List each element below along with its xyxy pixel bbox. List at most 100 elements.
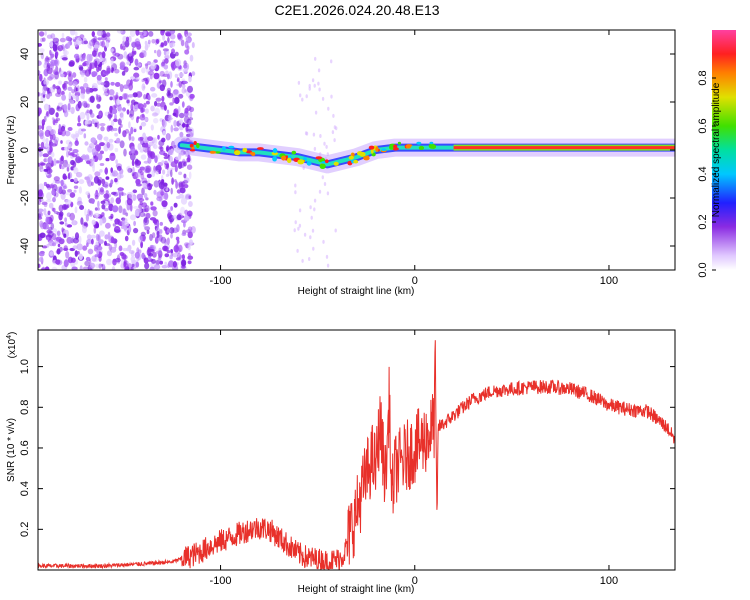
noise-blob	[161, 200, 168, 208]
noise-blob	[75, 171, 83, 178]
noise-blob	[77, 158, 84, 163]
noise-blob	[152, 112, 159, 116]
noise-blob	[82, 54, 86, 61]
noise-blob	[122, 40, 125, 46]
noise-blob	[53, 176, 60, 182]
trace-blob	[325, 159, 329, 164]
noise-blob	[65, 199, 72, 205]
noise-blob	[85, 86, 91, 95]
noise-blob	[314, 56, 317, 61]
noise-blob	[141, 182, 148, 187]
noise-blob	[55, 112, 59, 118]
noise-blob	[87, 66, 92, 72]
noise-blob	[62, 83, 66, 89]
noise-blob	[187, 37, 192, 44]
noise-blob	[130, 79, 133, 86]
noise-blob	[330, 59, 333, 64]
noise-blob	[53, 158, 57, 166]
noise-blob	[76, 200, 83, 206]
noise-blob	[55, 236, 62, 242]
noise-blob	[107, 231, 111, 239]
trace-blob	[281, 155, 287, 161]
noise-blob	[43, 208, 47, 216]
noise-blob	[162, 130, 166, 136]
noise-blob	[73, 189, 77, 193]
noise-blob	[331, 130, 335, 135]
noise-blob	[149, 151, 156, 160]
noise-blob	[90, 137, 97, 144]
noise-blob	[139, 201, 143, 206]
noise-blob	[122, 35, 127, 42]
trace-blob	[315, 156, 323, 160]
noise-blob	[139, 234, 146, 242]
noise-blob	[297, 80, 301, 85]
noise-blob	[49, 129, 56, 136]
trace-blob	[257, 147, 264, 150]
noise-blob	[135, 91, 143, 98]
noise-blob	[182, 122, 186, 128]
noise-blob	[184, 49, 190, 55]
noise-blob	[180, 39, 185, 47]
noise-blob	[155, 250, 162, 255]
noise-blob	[116, 30, 123, 34]
noise-blob	[112, 205, 119, 213]
noise-blob	[159, 146, 164, 152]
noise-blob	[153, 264, 161, 270]
trace-blob	[375, 146, 379, 152]
noise-blob	[101, 51, 106, 59]
noise-blob	[119, 173, 124, 179]
noise-blob	[167, 117, 173, 121]
noise-blob	[66, 164, 70, 168]
noise-blob	[80, 93, 85, 99]
noise-blob	[308, 257, 311, 261]
colorbar-gradient	[712, 30, 736, 270]
noise-blob	[319, 134, 322, 138]
noise-blob	[77, 100, 82, 109]
noise-blob	[49, 214, 54, 222]
noise-blob	[122, 84, 130, 89]
noise-blob	[161, 95, 165, 102]
noise-blob	[70, 159, 75, 166]
noise-blob	[170, 206, 174, 211]
noise-blob	[111, 191, 117, 195]
noise-blob	[118, 126, 121, 134]
noise-blob	[66, 166, 70, 172]
noise-blob	[135, 261, 140, 268]
noise-blob	[169, 42, 176, 48]
noise-blob	[166, 73, 170, 80]
noise-blob	[110, 179, 114, 185]
trace-blob	[405, 144, 412, 149]
noise-blob	[159, 229, 163, 234]
noise-blob	[81, 225, 87, 234]
trace-blob	[370, 148, 374, 154]
noise-blob	[38, 60, 42, 66]
noise-blob	[323, 141, 326, 146]
noise-blob	[181, 101, 185, 108]
noise-blob	[173, 120, 177, 127]
noise-blob	[334, 228, 337, 233]
noise-blob	[119, 84, 124, 92]
noise-blob	[169, 227, 175, 234]
noise-blob	[74, 31, 78, 37]
noise-blob	[332, 113, 335, 118]
noise-blob	[128, 225, 132, 233]
noise-blob	[178, 119, 183, 124]
noise-blob	[63, 185, 68, 190]
noise-blob	[160, 107, 165, 111]
noise-blob	[168, 114, 172, 118]
noise-blob	[49, 73, 55, 80]
noise-blob	[158, 140, 165, 147]
trace-blob	[381, 148, 387, 151]
noise-blob	[50, 33, 56, 39]
noise-blob	[299, 93, 302, 98]
trace-blob	[291, 150, 297, 155]
noise-blob	[139, 149, 144, 153]
spectrogram-y-label: Frequency (Hz)	[6, 116, 17, 185]
noise-blob	[160, 188, 164, 197]
noise-blob	[106, 258, 112, 266]
noise-blob	[84, 260, 90, 267]
noise-blob	[167, 209, 171, 214]
noise-blob	[109, 246, 117, 253]
noise-blob	[188, 195, 192, 200]
noise-blob	[120, 259, 124, 267]
